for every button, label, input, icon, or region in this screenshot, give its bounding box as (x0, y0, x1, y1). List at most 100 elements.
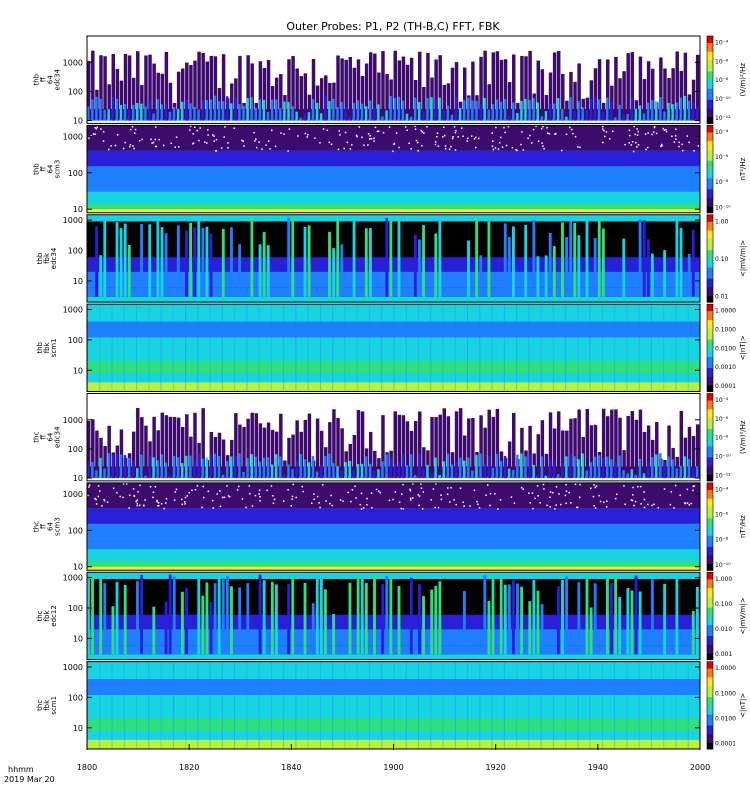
time-bin (614, 462, 617, 479)
time-bin (646, 61, 651, 121)
colorbar-step (707, 243, 713, 246)
time-bin (606, 576, 609, 655)
time-bin (283, 661, 285, 749)
colorbar-tick-label: 10⁻⁴ (715, 486, 729, 493)
colorbar-step (707, 230, 713, 233)
spectral-band (87, 214, 700, 222)
time-bin (418, 584, 421, 655)
colorbar-step (707, 683, 713, 687)
time-bin (659, 453, 662, 479)
noise-pixel (603, 501, 605, 504)
noise-pixel (470, 135, 473, 137)
noise-pixel (450, 145, 452, 148)
time-bin (389, 96, 392, 121)
time-bin (650, 579, 654, 655)
time-bin (610, 583, 613, 655)
time-bin (516, 304, 518, 392)
noise-pixel (223, 496, 226, 499)
time-bin (356, 304, 358, 392)
time-bin (123, 584, 127, 655)
panel-label-line: ff (40, 435, 48, 440)
time-bin (577, 661, 579, 749)
time-bin (405, 64, 410, 121)
colorbar-step (707, 554, 713, 558)
colorbar-step (707, 557, 713, 560)
time-bin (401, 56, 406, 121)
time-bin (348, 116, 351, 121)
time-bin (454, 304, 456, 392)
noise-pixel (96, 126, 98, 129)
colorbar-step (707, 330, 713, 334)
noise-pixel (267, 140, 270, 142)
colorbar-step (707, 105, 713, 109)
time-bin (691, 102, 695, 121)
time-bin (520, 586, 524, 655)
time-bin (303, 113, 307, 121)
time-bin (663, 462, 666, 479)
time-bin (512, 54, 516, 121)
time-bin (364, 63, 369, 121)
noise-pixel (653, 125, 656, 128)
noise-pixel (670, 491, 673, 493)
noise-pixel (565, 133, 568, 136)
noise-pixel (624, 503, 626, 506)
time-bin (446, 416, 451, 479)
time-bin (111, 606, 115, 655)
noise-pixel (540, 127, 543, 130)
spectral-band (87, 382, 700, 392)
time-bin (197, 218, 201, 297)
colorbar-step (707, 509, 713, 512)
noise-pixel (139, 484, 141, 487)
colorbar-step (707, 520, 713, 523)
time-bin (565, 237, 569, 297)
time-bin (291, 106, 294, 121)
colorbar-step (707, 705, 713, 708)
time-bin (589, 425, 594, 479)
time-bin (148, 99, 151, 121)
colorbar-step (707, 580, 713, 584)
noise-pixel (129, 144, 132, 146)
colorbar-step (707, 515, 713, 519)
colorbar-step (707, 478, 713, 482)
y-tick-label: 100 (68, 445, 83, 454)
noise-pixel (499, 499, 502, 501)
colorbar-step (707, 319, 713, 323)
time-bin (91, 419, 95, 479)
noise-pixel (495, 126, 497, 129)
noise-pixel (631, 499, 634, 502)
noise-pixel (485, 494, 487, 496)
time-bin (556, 586, 560, 655)
colorbar-step (707, 374, 713, 377)
colorbar-step (707, 334, 713, 338)
colorbar-tick-label: 10⁻⁴ (715, 129, 729, 136)
noise-pixel (369, 138, 371, 140)
noise-pixel (124, 141, 126, 144)
time-bin (172, 416, 177, 479)
colorbar-step (707, 578, 713, 582)
time-bin (695, 466, 699, 479)
time-bin (356, 661, 358, 749)
noise-pixel (253, 131, 255, 134)
colorbar-step (707, 700, 713, 704)
time-bin (418, 453, 421, 479)
noise-pixel (499, 136, 502, 139)
colorbar-step (707, 214, 713, 218)
noise-pixel (258, 141, 260, 143)
time-bin (409, 116, 413, 121)
noise-pixel (594, 507, 597, 509)
time-bin (655, 422, 659, 479)
time-bin (679, 465, 683, 479)
noise-pixel (409, 497, 412, 500)
time-bin (520, 55, 524, 121)
noise-pixel (455, 130, 457, 132)
time-bin (516, 113, 519, 121)
panel-label-line: 64 (47, 432, 55, 441)
time-bin (144, 106, 147, 121)
noise-pixel (554, 133, 556, 135)
time-bin (352, 470, 356, 479)
noise-pixel (311, 502, 313, 504)
time-bin (540, 304, 542, 392)
noise-pixel (370, 492, 373, 494)
time-bin (127, 110, 131, 121)
